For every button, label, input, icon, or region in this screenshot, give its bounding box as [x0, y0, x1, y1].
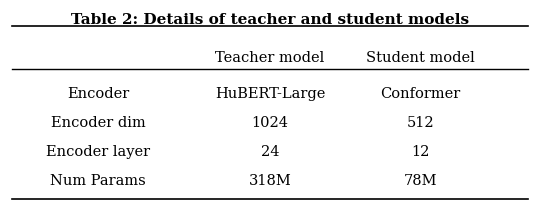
Text: Teacher model: Teacher model — [215, 51, 325, 65]
Text: 318M: 318M — [248, 174, 292, 188]
Text: HuBERT-Large: HuBERT-Large — [215, 87, 325, 101]
Text: Encoder layer: Encoder layer — [46, 145, 150, 159]
Text: 24: 24 — [261, 145, 279, 159]
Text: Conformer: Conformer — [380, 87, 461, 101]
Text: Table 2: Details of teacher and student models: Table 2: Details of teacher and student … — [71, 13, 469, 28]
Text: Encoder: Encoder — [67, 87, 129, 101]
Text: 12: 12 — [411, 145, 430, 159]
Text: 1024: 1024 — [252, 116, 288, 130]
Text: 512: 512 — [407, 116, 434, 130]
Text: 78M: 78M — [404, 174, 437, 188]
Text: Num Params: Num Params — [50, 174, 146, 188]
Text: Encoder dim: Encoder dim — [51, 116, 145, 130]
Text: Student model: Student model — [366, 51, 475, 65]
